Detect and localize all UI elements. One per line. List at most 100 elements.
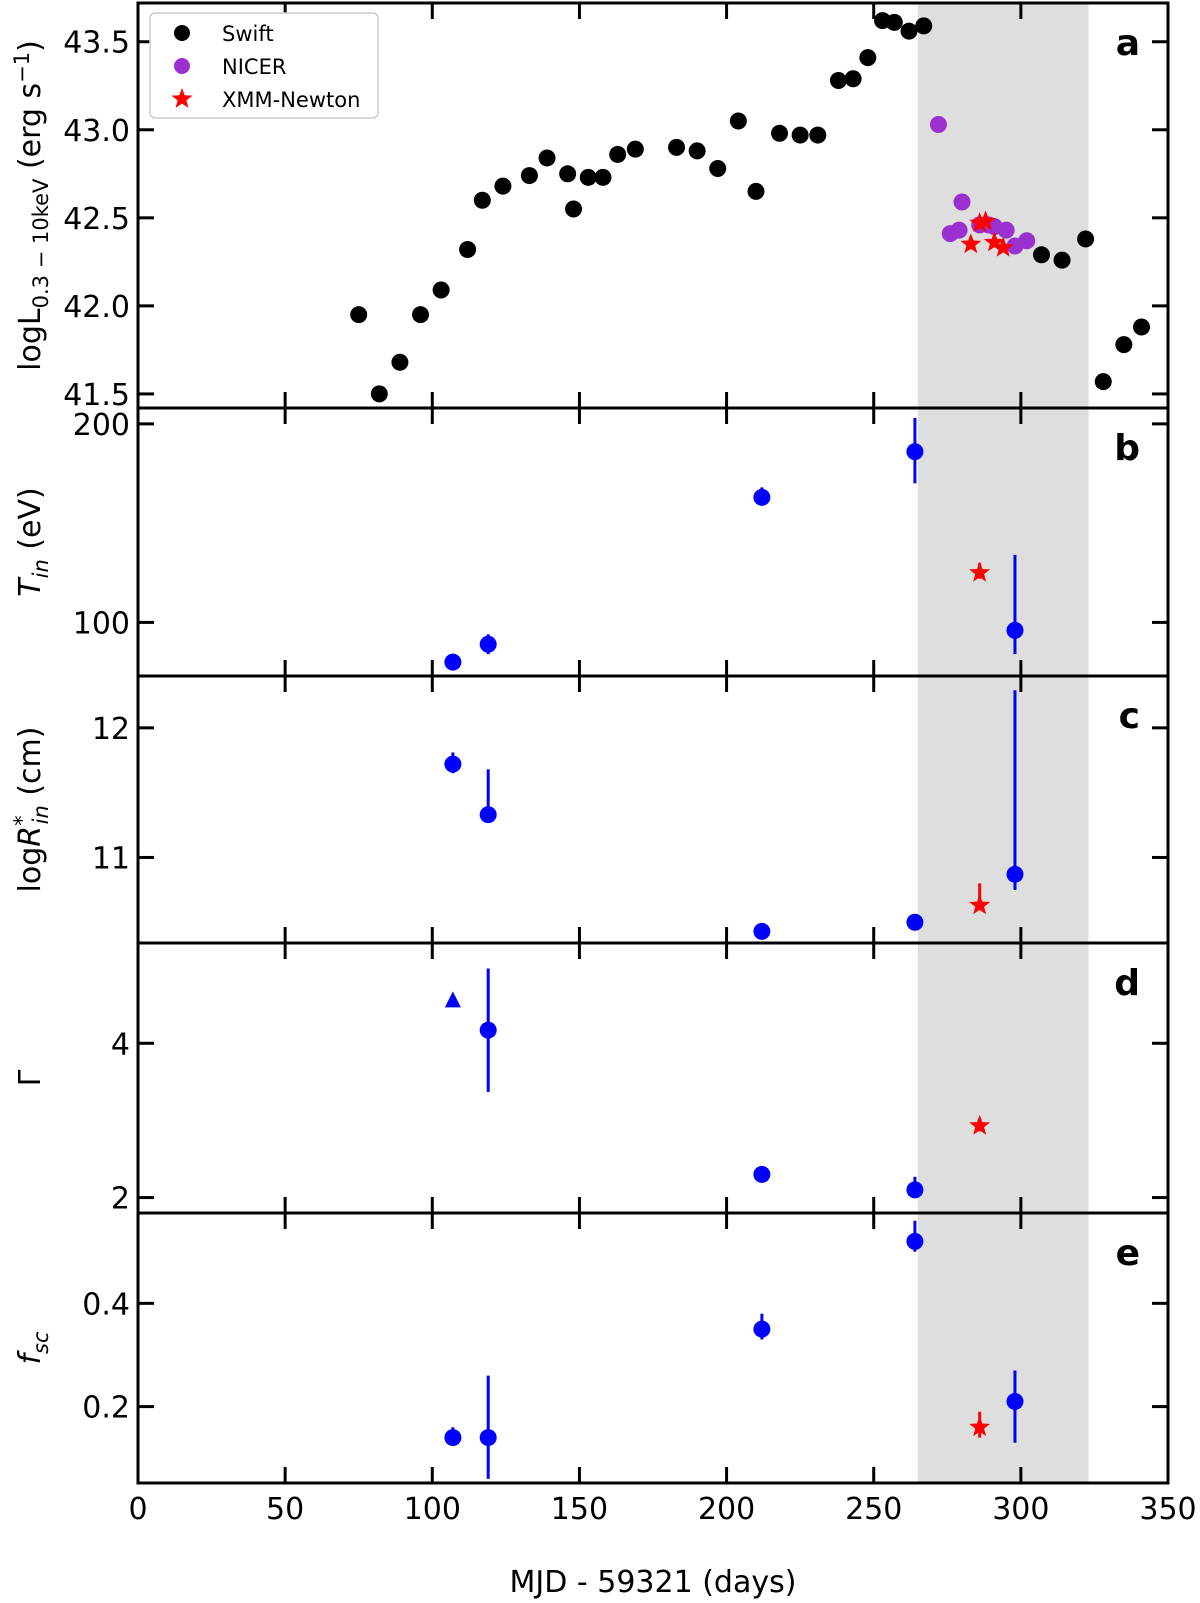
y-tick-label: 41.5 [63, 378, 130, 413]
data-point [391, 353, 409, 371]
legend-marker-star [171, 88, 193, 108]
data-point-star [992, 236, 1014, 257]
data-point [370, 385, 388, 403]
data-point [929, 116, 947, 133]
legend-box [149, 12, 379, 119]
data-point [479, 806, 497, 824]
panel-c: 11 12 c logR*in (cm) [10, 674, 1170, 945]
data-point [1006, 621, 1024, 639]
x-tick-label: 300 [992, 1492, 1049, 1527]
data-point-star [969, 212, 991, 233]
legend: Swift NICER XMM-Newton [149, 12, 379, 119]
data-point [753, 1165, 771, 1183]
data-point [479, 1429, 497, 1447]
x-tick-label: 100 [404, 1492, 461, 1527]
panel-a: 41.5 42.0 42.5 43.0 43.5 a logL0.3 − 10keV (er… [10, 1, 1170, 413]
shaded-region-1 [917, 408, 1089, 676]
y-tick-label: 43.5 [63, 26, 130, 61]
data-point [900, 22, 918, 40]
data-point [432, 281, 450, 299]
legend-marker [174, 58, 190, 74]
panel-letter: c [1119, 696, 1140, 737]
data-point [565, 200, 583, 218]
y-tick-label: 11 [92, 841, 130, 876]
data-point [444, 755, 462, 773]
data-point-triangle [444, 991, 461, 1008]
data-point [1053, 251, 1071, 269]
data-point [494, 177, 512, 195]
x-tick-label: 350 [1139, 1492, 1196, 1527]
data-point [859, 49, 877, 67]
data-point-star [969, 561, 991, 582]
y-axis-label: fsc [13, 1331, 53, 1365]
data-point [729, 112, 747, 130]
x-axis-label: MJD - 59321 (days) [510, 1565, 797, 1600]
data-point [906, 1232, 924, 1250]
y-tick-label: 4 [111, 1027, 130, 1062]
data-point [479, 635, 497, 653]
x-tick-label: 200 [698, 1492, 755, 1527]
data-point [997, 221, 1015, 239]
data-point [906, 443, 924, 461]
panel-letter: d [1114, 963, 1140, 1004]
y-axis-label: logL0.3 − 10keV (erg s−1) [10, 40, 53, 371]
data-point [791, 126, 809, 144]
data-point [1006, 865, 1024, 883]
data-point [709, 160, 727, 178]
x-tick-label: 0 [128, 1492, 147, 1527]
shaded-region-0 [917, 3, 1089, 408]
data-point [579, 168, 597, 186]
y-axis-label: Γ [13, 1069, 48, 1086]
data-point-star [975, 210, 996, 231]
data-point [1006, 1392, 1024, 1410]
y-tick-label: 100 [73, 606, 130, 641]
data-point [1133, 318, 1151, 336]
x-tick-label: 150 [551, 1492, 608, 1527]
shaded-region-4 [917, 1213, 1089, 1483]
data-point [459, 241, 477, 259]
legend-entry-swift: Swift [222, 22, 274, 46]
data-point [668, 138, 686, 156]
data-point [520, 167, 538, 185]
data-point [753, 1320, 771, 1338]
y-tick-label: 200 [73, 408, 130, 443]
data-point [688, 142, 706, 160]
panel-frame [136, 1211, 1170, 1485]
data-point-star [960, 233, 982, 254]
data-point [350, 306, 368, 324]
data-point-star [969, 894, 991, 915]
data-point [444, 1429, 462, 1447]
data-point [1115, 336, 1133, 354]
data-point [906, 1181, 924, 1199]
y-tick-label: 2 [111, 1182, 130, 1217]
data-point [479, 1021, 497, 1039]
data-point [885, 13, 903, 31]
data-point [753, 488, 771, 506]
y-tick-label: 0.2 [82, 1391, 130, 1426]
data-point [412, 306, 430, 324]
data-point-star [969, 1114, 991, 1135]
data-point-star [983, 231, 1005, 252]
panel-letter: b [1114, 428, 1140, 469]
x-tick-label: 250 [845, 1492, 902, 1527]
data-point [906, 913, 924, 931]
legend-entry-xmm-newton: XMM-Newton [222, 88, 360, 112]
data-point [829, 71, 847, 89]
data-point [809, 126, 827, 144]
y-axis-label: logR*in (cm) [10, 727, 53, 893]
shaded-region-3 [917, 943, 1089, 1213]
data-point [1032, 246, 1050, 264]
data-point [594, 168, 612, 186]
data-point [609, 145, 627, 163]
data-point [1077, 230, 1095, 248]
data-point [950, 221, 968, 239]
data-point [626, 140, 644, 158]
data-point [753, 922, 771, 940]
data-point [844, 70, 862, 88]
data-point [1018, 232, 1036, 250]
y-tick-label: 43.0 [63, 114, 130, 149]
y-axis-label: Tin (eV) [13, 487, 53, 596]
legend-marker [174, 25, 190, 41]
shaded-region-2 [917, 676, 1089, 943]
